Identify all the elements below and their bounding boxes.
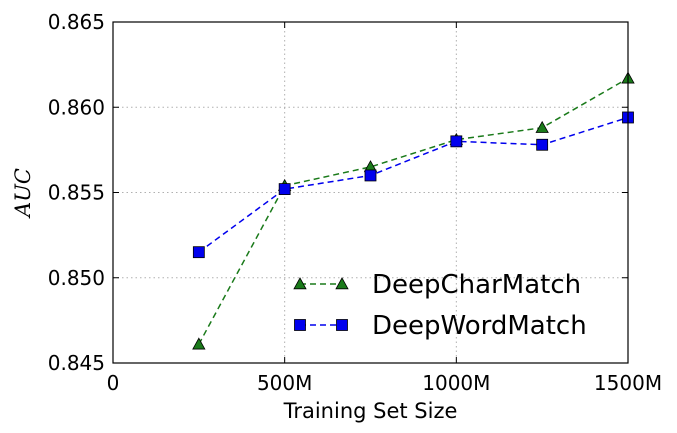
- legend-entry-deepcharmatch: DeepCharMatch: [293, 270, 581, 300]
- y-tick-label: 0.845: [48, 351, 105, 375]
- legend-label: DeepWordMatch: [372, 311, 587, 341]
- data-point-deepwordmatch: [278, 183, 291, 195]
- y-tick-label: 0.850: [48, 266, 105, 290]
- x-tick-label: 1000M: [422, 371, 490, 395]
- x-tick-label: 0: [107, 371, 120, 395]
- legend-marker: [335, 277, 349, 290]
- y-tick-label: 0.860: [48, 95, 105, 119]
- x-tick-label: 1500M: [594, 371, 662, 395]
- y-tick-label: 0.855: [48, 181, 105, 205]
- y-tick-label: 0.865: [48, 10, 105, 34]
- axis-ticks: 0 500M 1000M 1500M 0.845 0.850 0.855 0.860 0.865: [48, 10, 662, 395]
- series-line-deepwordmatch: [198, 116, 629, 253]
- data-point-deepcharmatch: [192, 337, 206, 350]
- series-line-deepcharmatch: [198, 77, 629, 345]
- legend-label: DeepCharMatch: [372, 270, 581, 300]
- y-axis-label: AUC: [11, 168, 35, 219]
- legend-marker: [293, 277, 307, 290]
- legend-entry-deepwordmatch: DeepWordMatch: [294, 311, 587, 341]
- series-deepcharmatch: [192, 71, 635, 350]
- legend-marker: [294, 319, 306, 331]
- data-point-deepwordmatch: [450, 135, 463, 148]
- legend: DeepCharMatch DeepWordMatch: [293, 270, 587, 341]
- data-point-deepcharmatch: [535, 120, 549, 133]
- data-point-deepwordmatch: [364, 169, 377, 182]
- x-axis-label: Training Set Size: [283, 399, 458, 423]
- series-layer: [192, 71, 635, 350]
- x-tick-label: 500M: [257, 371, 312, 395]
- data-point-deepwordmatch: [192, 246, 205, 259]
- legend-marker: [336, 319, 348, 331]
- grid: [113, 22, 628, 363]
- data-point-deepwordmatch: [536, 138, 549, 151]
- series-deepwordmatch: [192, 111, 634, 259]
